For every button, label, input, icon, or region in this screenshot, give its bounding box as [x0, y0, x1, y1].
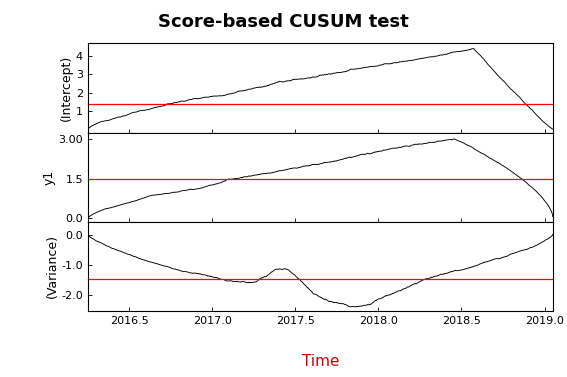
- Y-axis label: (Intercept): (Intercept): [60, 55, 73, 121]
- Y-axis label: (Variance): (Variance): [45, 234, 58, 299]
- Text: Time: Time: [302, 354, 339, 369]
- Text: Score-based CUSUM test: Score-based CUSUM test: [158, 13, 409, 31]
- Y-axis label: y1: y1: [43, 170, 56, 185]
